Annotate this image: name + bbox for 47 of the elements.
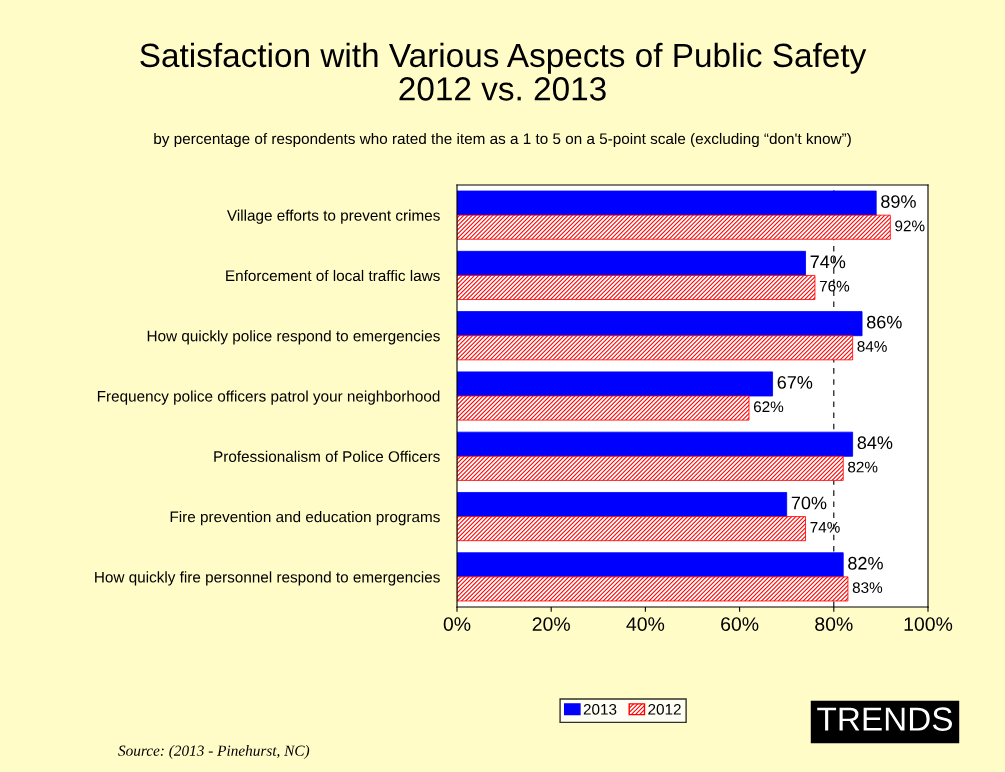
bar — [457, 214, 891, 240]
data-label: 92% — [895, 220, 925, 232]
bar — [457, 552, 844, 578]
data-label: 62% — [753, 401, 784, 413]
y-tick-label: Enforcement of local traffic laws — [226, 269, 440, 282]
bar — [457, 311, 863, 337]
y-tick-label: How quickly fire personnel respond to emergencies — [95, 571, 440, 586]
x-tick-label: 40% — [626, 617, 665, 631]
legend-label: 2013 — [583, 703, 617, 715]
y-tick-label: Professionalism of Police Officers — [214, 450, 440, 462]
bar — [457, 431, 854, 457]
data-label: 84% — [857, 341, 887, 352]
x-tick-label: 60% — [721, 617, 759, 631]
data-label: 82% — [848, 556, 883, 570]
bar — [457, 250, 806, 276]
data-label: 76% — [819, 280, 850, 292]
text: TRENDS — [817, 707, 952, 731]
bar — [457, 335, 854, 361]
bar — [457, 371, 773, 397]
x-tick-label: 80% — [815, 617, 853, 631]
y-tick-label: Village efforts to prevent crimes — [226, 209, 440, 224]
y-tick-label: Fire prevention and education programs — [170, 511, 440, 526]
bar — [457, 516, 806, 542]
x-tick-label: 100% — [904, 617, 953, 631]
bar — [457, 492, 788, 517]
data-label: 74% — [810, 521, 840, 533]
x-tick-label: 0% — [443, 617, 471, 631]
x-tick-label: 20% — [532, 617, 570, 631]
chart-subtitle: by percentage of respondents who rated the item as a 1 to 5 on a 5-point scale (excluding “don't know”) — [154, 132, 851, 148]
data-label: 70% — [791, 496, 827, 510]
bar — [457, 275, 816, 300]
data-label: 82% — [848, 461, 878, 473]
source-note: Source: (2013 - Pinehurst, NC) — [118, 745, 310, 759]
bar — [457, 576, 849, 602]
data-label: 83% — [852, 582, 883, 594]
data-label: 84% — [857, 436, 893, 450]
data-label: 86% — [867, 315, 902, 329]
bar — [457, 395, 750, 421]
data-label: 67% — [777, 376, 813, 389]
data-label: 89% — [881, 195, 916, 208]
data-label: 74% — [810, 255, 846, 269]
legend-label: 2012 — [648, 703, 681, 715]
y-tick-label: Frequency police officers patrol your neighborhood — [97, 390, 440, 405]
chart-title: Satisfaction with Various Aspects of Public Safety 2012 vs. 2013 — [140, 42, 867, 101]
y-tick-label: How quickly police respond to emergencies — [147, 330, 440, 345]
bar — [457, 190, 877, 216]
bar — [457, 455, 844, 481]
